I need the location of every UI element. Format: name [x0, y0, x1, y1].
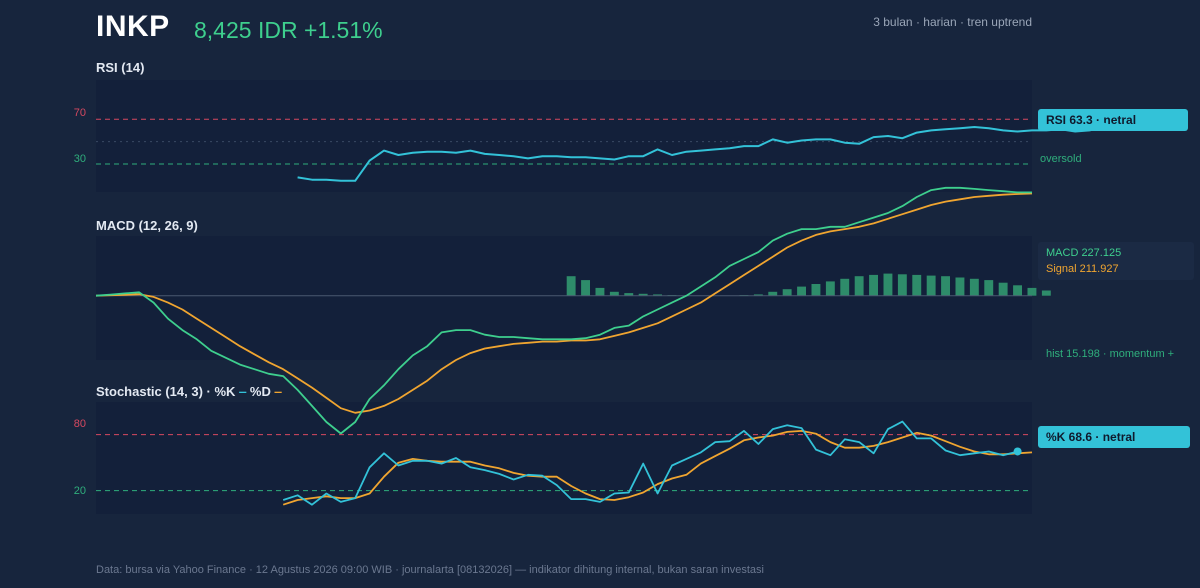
- macd-hist-bar: [753, 294, 763, 296]
- rsi-title: RSI (14): [96, 60, 145, 75]
- macd-legend-box: [1038, 242, 1194, 280]
- stoch-d-legend-mark: ‒: [274, 384, 282, 399]
- macd-hist-bar: [825, 281, 835, 296]
- macd-hist-note: hist 15.198 · momentum +: [1046, 348, 1175, 360]
- macd-hist-bar: [998, 282, 1008, 296]
- stoch-k-legend-mark: ‒: [239, 384, 247, 399]
- macd-hist-bar: [1013, 285, 1022, 296]
- macd-hist-bar: [624, 293, 634, 296]
- stoch-level-20: 20: [73, 485, 86, 497]
- macd-hist-bar: [595, 287, 605, 296]
- macd-hist-bar: [782, 289, 792, 296]
- macd-hist-bar: [638, 293, 648, 296]
- macd-hist-bar: [840, 278, 850, 296]
- stoch-panel: [96, 402, 1032, 514]
- rsi-value-badge: RSI 63.3 · netral: [1038, 109, 1188, 131]
- signal-line: [95, 192, 1033, 414]
- stoch-value-badge: %K 68.6 · netral: [1038, 426, 1190, 448]
- macd-hist-bar: [883, 273, 893, 296]
- macd-hist-bar: [984, 280, 994, 296]
- footer-source: Data: bursa via Yahoo Finance · 12 Agust…: [96, 564, 764, 576]
- macd-line: [95, 186, 1032, 435]
- rsi-level-70: 70: [73, 107, 86, 119]
- stoch-title: Stochastic (14, 3) · %K ‒ %D ‒: [96, 384, 282, 399]
- stoch-title-text: Stochastic (14, 3) · %K: [96, 384, 236, 399]
- signal-value-label: Signal 211.927: [1046, 263, 1119, 275]
- rsi-last-point: [1100, 122, 1108, 131]
- macd-hist-bar: [768, 291, 778, 296]
- macd-hist-bar: [897, 274, 907, 296]
- rsi-level-30: 30: [73, 153, 86, 165]
- macd-hist-bar: [797, 286, 806, 296]
- macd-hist-bar: [969, 278, 979, 296]
- macd-hist-bar: [926, 275, 936, 296]
- macd-hist-bar: [653, 294, 662, 296]
- macd-title: MACD (12, 26, 9): [96, 218, 198, 233]
- macd-hist-bar: [955, 277, 965, 296]
- macd-hist-bar: [854, 276, 864, 296]
- stoch-d-legend-label: %D: [249, 384, 271, 399]
- rsi-oversold-note: oversold: [1040, 153, 1082, 165]
- macd-hist-bar: [609, 291, 619, 296]
- macd-hist-bar: [811, 284, 821, 296]
- rsi-line: [297, 125, 1105, 182]
- price-change: 8,425 IDR +1.51%: [194, 17, 383, 43]
- macd-hist-bar: [1041, 290, 1051, 296]
- ticker-symbol: INKP: [96, 10, 170, 43]
- macd-value-label: MACD 227.125: [1046, 247, 1122, 259]
- stoch-k-last-point: [1013, 447, 1022, 456]
- macd-hist-bar: [912, 274, 922, 296]
- macd-hist-bar: [869, 274, 878, 296]
- macd-hist-bar: [941, 276, 950, 296]
- chart-meta: 3 bulan · harian · tren uptrend: [873, 15, 1032, 29]
- macd-hist-bar: [1027, 287, 1037, 296]
- stoch-level-80: 80: [73, 418, 86, 430]
- stoch-d-line: [282, 429, 1033, 506]
- stoch-k-line: [282, 420, 1018, 506]
- macd-hist-bar: [581, 280, 590, 296]
- macd-hist-bar: [566, 276, 576, 296]
